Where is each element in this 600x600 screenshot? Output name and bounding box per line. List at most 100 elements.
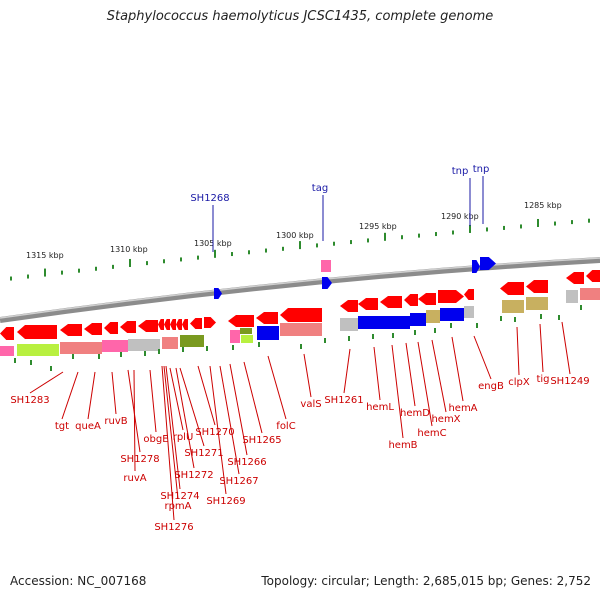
feature-label: rpmA [164, 501, 191, 512]
leader-line [243, 361, 263, 434]
feature-tick [300, 344, 302, 349]
gene-arrow [0, 327, 14, 340]
feature-label: ruvA [123, 473, 146, 484]
scale-tick [44, 268, 46, 277]
gene-arrow [84, 323, 102, 335]
feature-label: rplU [173, 432, 194, 443]
feature-label: SH1270 [195, 427, 234, 438]
leader-line [473, 335, 492, 380]
feature-label: hemA [448, 403, 477, 414]
scale-tick [350, 240, 352, 245]
leader-line [169, 367, 184, 431]
gene-arrow [380, 296, 402, 308]
leader-line [343, 348, 351, 394]
feature-label: SH1249 [550, 376, 589, 387]
scale-tick [197, 255, 199, 260]
cog-band [410, 313, 426, 326]
cog-band [426, 310, 440, 323]
scale-label: 1295 kbp [359, 222, 397, 231]
scale-tick [180, 257, 182, 262]
feature-label: engB [478, 381, 504, 392]
feature-tick [232, 345, 234, 350]
scale-tick [588, 218, 590, 223]
cog-band [440, 308, 464, 321]
feature-tick [392, 333, 394, 338]
scale-tick [520, 224, 522, 229]
leader-line [133, 369, 136, 472]
feature-label: SH1261 [324, 395, 363, 406]
cog-band [464, 306, 474, 318]
feature-tick [50, 366, 52, 371]
cog-band [358, 316, 410, 329]
scale-tick [486, 227, 488, 232]
cog-band [17, 344, 59, 356]
genome-backbone [0, 257, 600, 323]
scale-label: 1285 kbp [524, 201, 562, 210]
leader-line [373, 346, 381, 401]
leader-line [87, 371, 96, 420]
leader-line [539, 323, 544, 373]
gene-arrow [358, 298, 378, 310]
feature-tick [476, 323, 478, 328]
feature-tick [324, 338, 326, 343]
feature-label: tig [536, 374, 549, 385]
gene-arrow [500, 282, 524, 295]
scale-tick [537, 218, 539, 227]
cog-band [566, 290, 578, 303]
leader-line [303, 353, 312, 398]
feature-label: SH1268 [190, 193, 229, 204]
feature-tick [514, 317, 516, 322]
leader-line [165, 365, 181, 490]
cog-band [162, 337, 178, 349]
cog-band [128, 339, 160, 351]
scale-tick [367, 238, 369, 243]
gene-arrow [214, 288, 222, 299]
feature-label: SH1274 [160, 491, 199, 502]
cog-band [241, 335, 253, 343]
gene-arrow [60, 324, 82, 336]
gene-arrow [566, 272, 584, 284]
leader-line [431, 339, 447, 413]
leader-line [267, 355, 287, 420]
leader-line [111, 371, 117, 415]
gene-arrow [438, 290, 464, 303]
leader-line [451, 336, 464, 402]
scale-tick [265, 248, 267, 253]
cog-band [0, 346, 14, 356]
feature-label: queA [75, 421, 101, 432]
features-group [0, 257, 600, 356]
scale-tick [95, 266, 97, 271]
feature-tick [30, 360, 32, 365]
cog-band [240, 328, 252, 334]
scale-tick [231, 252, 233, 257]
leader-line [179, 367, 205, 447]
gene-arrow [228, 315, 254, 327]
feature-tick [348, 336, 350, 341]
gene-arrow [204, 317, 216, 328]
feature-tick [158, 349, 160, 354]
gene-arrow [176, 319, 182, 330]
leader-line [391, 344, 404, 439]
feature-label: valS [300, 399, 321, 410]
leader-line [197, 365, 216, 426]
leader-line [405, 342, 416, 407]
genome-info-text: Topology: circular; Length: 2,685,015 bp… [261, 574, 591, 588]
gene-arrow [480, 257, 496, 270]
feature-label: folC [276, 421, 295, 432]
feature-label: hemB [388, 440, 417, 451]
scale-tick [452, 230, 454, 235]
cog-band [230, 330, 240, 343]
feature-tick [558, 315, 560, 320]
cog-band [321, 260, 331, 272]
scale-label: 1315 kbp [26, 251, 64, 260]
gene-arrow [322, 277, 332, 289]
gene-arrow [256, 312, 278, 324]
feature-label: tgt [55, 421, 69, 432]
feature-label: hemC [417, 428, 446, 439]
cog-band [526, 297, 548, 310]
scale-tick [384, 232, 386, 241]
gene-arrow [170, 319, 176, 330]
scale-tick [316, 243, 318, 248]
feature-label: hemL [366, 402, 394, 413]
leader-line [163, 365, 179, 500]
